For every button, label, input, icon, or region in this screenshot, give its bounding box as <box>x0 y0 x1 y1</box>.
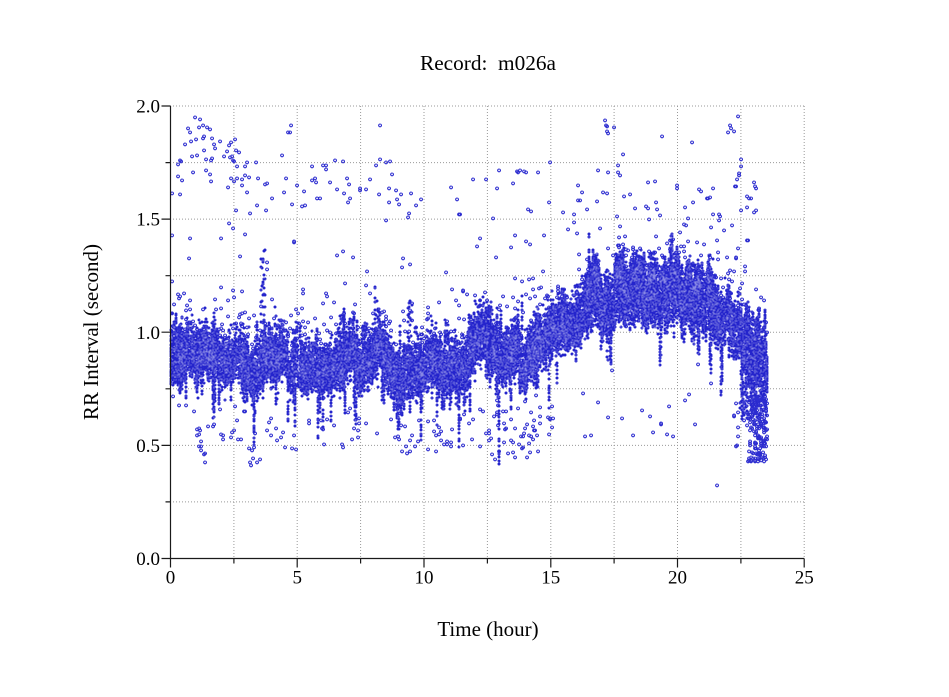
svg-text:Time (hour): Time (hour) <box>437 617 538 641</box>
svg-text:10: 10 <box>415 568 434 589</box>
svg-text:1.0: 1.0 <box>136 323 160 344</box>
svg-text:RR Interval (second): RR Interval (second) <box>79 244 103 420</box>
svg-text:0.5: 0.5 <box>136 436 160 457</box>
svg-text:2.0: 2.0 <box>136 97 160 118</box>
svg-text:25: 25 <box>795 568 814 589</box>
svg-text:20: 20 <box>668 568 687 589</box>
svg-text:1.5: 1.5 <box>136 210 160 231</box>
svg-text:5: 5 <box>292 568 302 589</box>
svg-text:0.0: 0.0 <box>136 549 160 570</box>
svg-text:0: 0 <box>166 568 176 589</box>
svg-text:15: 15 <box>541 568 560 589</box>
svg-text:Record: m026a: Record: m026a <box>420 51 557 75</box>
